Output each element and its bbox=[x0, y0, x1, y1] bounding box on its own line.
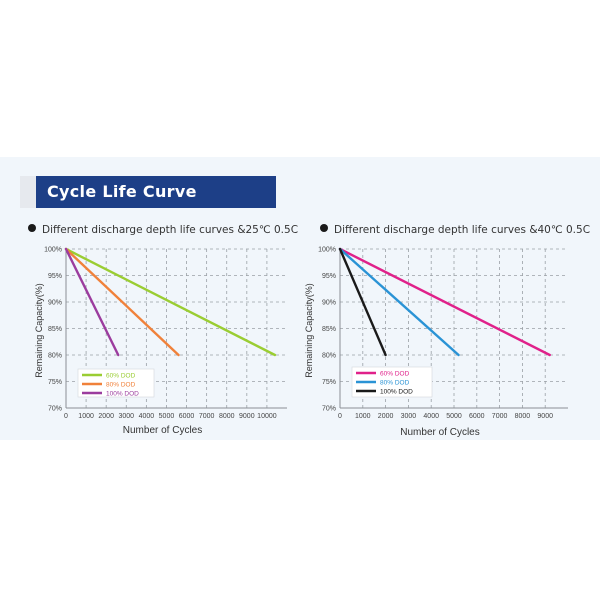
series-line-100-dod bbox=[338, 247, 387, 357]
chart-1-subtitle: Different discharge depth life curves &2… bbox=[28, 222, 298, 238]
series-line-60-dod bbox=[64, 247, 277, 357]
y-tick-label: 80% bbox=[322, 353, 336, 360]
legend-label: 60% DOD bbox=[106, 373, 136, 380]
legend-label: 80% DOD bbox=[106, 382, 136, 389]
legend-label: 100% DOD bbox=[106, 391, 139, 398]
x-tick-label: 6000 bbox=[469, 413, 485, 420]
x-axis-title: Number of Cycles bbox=[400, 427, 479, 438]
y-tick-label: 100% bbox=[44, 247, 62, 254]
y-tick-label: 95% bbox=[48, 273, 62, 280]
x-tick-label: 3000 bbox=[118, 413, 134, 420]
x-tick-label: 1000 bbox=[355, 413, 371, 420]
chart-2-subtitle-text: Different discharge depth life curves &4… bbox=[334, 224, 591, 236]
y-tick-label: 70% bbox=[322, 406, 336, 413]
x-tick-label: 5000 bbox=[159, 413, 175, 420]
x-tick-label: 5000 bbox=[446, 413, 462, 420]
x-axis-title: Number of Cycles bbox=[123, 425, 202, 436]
x-tick-label: 7000 bbox=[492, 413, 508, 420]
x-tick-label: 4000 bbox=[423, 413, 439, 420]
x-tick-label: 0 bbox=[338, 413, 342, 420]
legend-label: 80% DOD bbox=[380, 380, 410, 387]
series-line-80-dod bbox=[338, 247, 460, 357]
y-tick-label: 85% bbox=[322, 326, 336, 333]
section-header-banner bbox=[20, 176, 276, 208]
x-tick-label: 2000 bbox=[378, 413, 394, 420]
series-line-100-dod bbox=[64, 247, 120, 357]
y-axis-title: Remaining Capacity(%) bbox=[304, 283, 314, 378]
x-tick-label: 1000 bbox=[78, 413, 94, 420]
y-tick-label: 80% bbox=[48, 353, 62, 360]
x-tick-label: 7000 bbox=[199, 413, 215, 420]
y-tick-label: 75% bbox=[322, 379, 336, 386]
x-tick-label: 0 bbox=[64, 413, 68, 420]
x-tick-label: 10000 bbox=[257, 413, 277, 420]
x-tick-label: 9000 bbox=[239, 413, 255, 420]
x-tick-label: 9000 bbox=[537, 413, 553, 420]
x-tick-label: 4000 bbox=[139, 413, 155, 420]
series-line-60-dod bbox=[338, 247, 551, 357]
bullet-icon bbox=[320, 224, 328, 232]
y-tick-label: 75% bbox=[48, 379, 62, 386]
y-tick-label: 70% bbox=[48, 406, 62, 413]
section-title: Cycle Life Curve bbox=[47, 182, 197, 201]
y-tick-label: 95% bbox=[322, 273, 336, 280]
y-tick-label: 90% bbox=[322, 300, 336, 307]
legend-label: 100% DOD bbox=[380, 389, 413, 396]
x-tick-label: 6000 bbox=[179, 413, 195, 420]
x-tick-label: 8000 bbox=[219, 413, 235, 420]
header-accent-bar bbox=[20, 176, 36, 208]
chart-1-subtitle-text: Different discharge depth life curves &2… bbox=[42, 224, 299, 236]
bullet-icon bbox=[28, 224, 36, 232]
y-tick-label: 85% bbox=[48, 326, 62, 333]
y-tick-label: 100% bbox=[318, 247, 336, 254]
x-tick-label: 3000 bbox=[401, 413, 417, 420]
x-tick-label: 2000 bbox=[98, 413, 114, 420]
y-tick-label: 90% bbox=[48, 300, 62, 307]
x-tick-label: 8000 bbox=[515, 413, 531, 420]
y-axis-title: Remaining Capacity(%) bbox=[34, 283, 44, 378]
chart-2-subtitle: Different discharge depth life curves &4… bbox=[320, 222, 590, 238]
series-line-80-dod bbox=[64, 247, 180, 357]
legend-label: 60% DOD bbox=[380, 371, 410, 378]
